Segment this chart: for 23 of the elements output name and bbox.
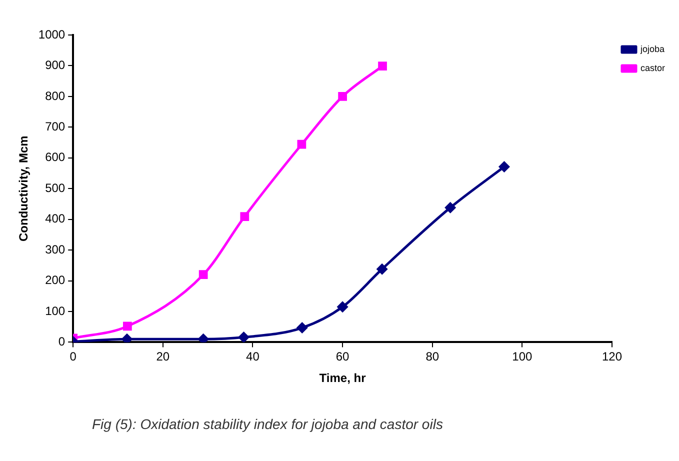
x-tick-label: 40: [246, 350, 260, 364]
legend-label: jojoba: [639, 44, 665, 54]
text: Fig (5): Oxidation stability index for jojoba and castor oils: [92, 416, 443, 432]
x-tick-label: 120: [602, 350, 622, 364]
y-axis-title: Conductivity, Mcm: [16, 136, 31, 242]
y-tick-label: 200: [45, 273, 66, 288]
y-tick-label: 1000: [38, 27, 66, 42]
x-tick-label: 80: [426, 350, 440, 364]
y-tick-label: 600: [45, 150, 66, 164]
y-tick-label: 800: [45, 88, 66, 103]
legend-label: castor: [640, 62, 666, 73]
x-tick-label: 0: [70, 350, 77, 364]
x-tick-label: 60: [336, 350, 350, 364]
y-tick-label: 400: [45, 212, 66, 226]
y-tick-label: 900: [45, 58, 66, 72]
x-axis-title: Time, hr: [319, 371, 366, 386]
x-tick-label: 100: [512, 350, 533, 364]
y-tick-label: 100: [45, 304, 66, 318]
y-tick-label: 0: [58, 334, 66, 349]
y-tick-label: 700: [45, 119, 66, 134]
y-tick-label: 500: [45, 180, 66, 195]
y-tick-label: 300: [45, 242, 66, 256]
x-tick-label: 20: [156, 350, 170, 364]
